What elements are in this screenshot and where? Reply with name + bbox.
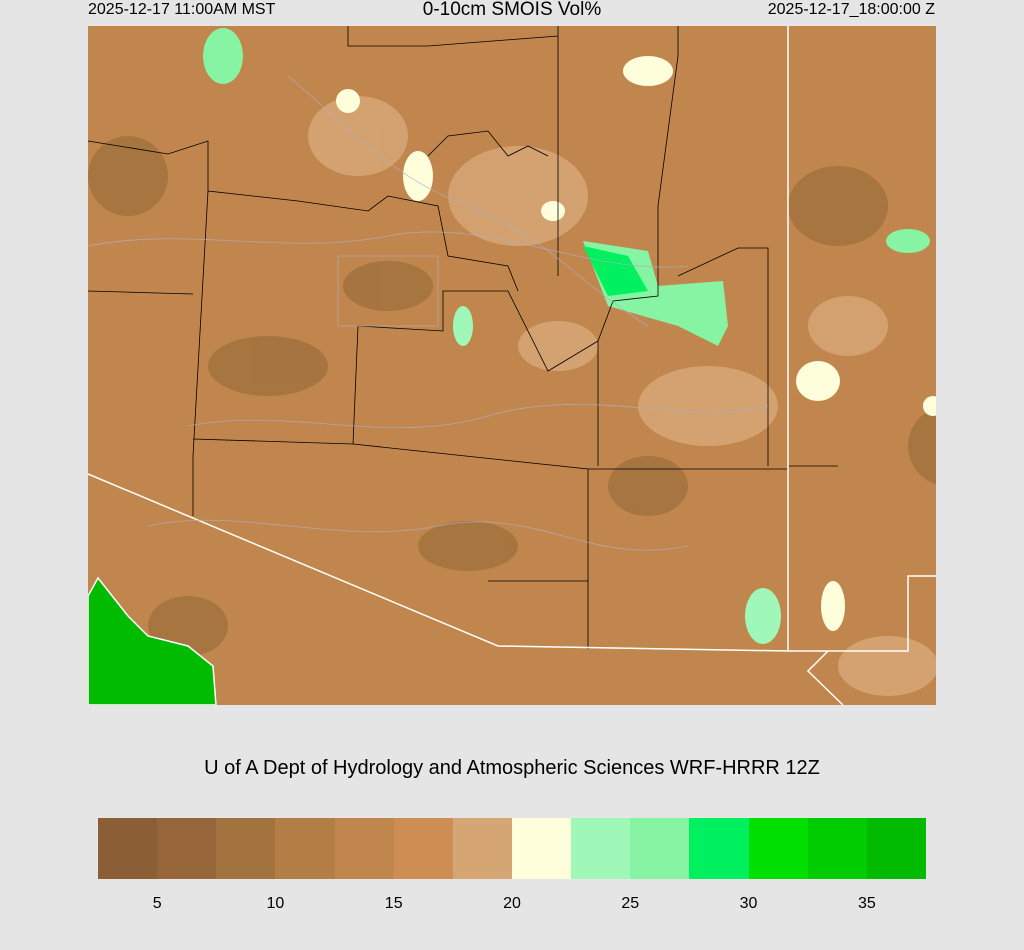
colorbar-tick-label: 15	[384, 895, 403, 912]
colorbar-swatch	[334, 818, 394, 879]
colorbar-swatch	[866, 818, 926, 879]
map-title: 0-10cm SMOIS Vol%	[422, 0, 602, 20]
colorbar-swatch	[275, 818, 335, 879]
colorbar-tick-label: 5	[152, 895, 162, 912]
credit-line: U of A Dept of Hydrology and Atmospheric…	[204, 757, 820, 779]
colorbar-swatch	[452, 818, 512, 879]
colorbar-swatch	[807, 818, 867, 879]
colorbar-tick-label: 20	[503, 895, 521, 912]
colorbar-swatch	[157, 818, 217, 879]
wet-patches	[336, 56, 936, 631]
state-borders	[88, 26, 936, 705]
colorbar-swatch	[748, 818, 808, 879]
colorbar-labels: 5 10 15 20 25 30 35	[0, 895, 1024, 919]
dry-patches	[88, 136, 936, 656]
colorbar-swatch	[98, 818, 158, 879]
colorbar-tick-label: 30	[739, 895, 758, 912]
contour-lines	[88, 75, 769, 551]
colorbar-swatch	[511, 818, 572, 879]
colorbar	[98, 818, 926, 879]
colorbar-swatch	[630, 818, 690, 879]
soil-moisture-map	[88, 26, 936, 705]
valid-time-label: 2025-12-17_18:00:00 Z	[767, 1, 935, 18]
gulf-of-california	[88, 576, 217, 705]
colorbar-tick-label: 10	[266, 895, 285, 912]
colorbar-swatch	[689, 818, 749, 879]
colorbar-swatch	[393, 818, 453, 879]
very-wet-patches	[203, 28, 930, 644]
local-time-label: 2025-12-17 11:00AM MST	[88, 1, 276, 18]
colorbar-swatch	[571, 818, 631, 879]
county-lines	[88, 26, 838, 649]
colorbar-tick-label: 25	[621, 895, 640, 912]
colorbar-tick-label: 35	[857, 895, 876, 912]
colorbar-swatch	[216, 818, 276, 879]
